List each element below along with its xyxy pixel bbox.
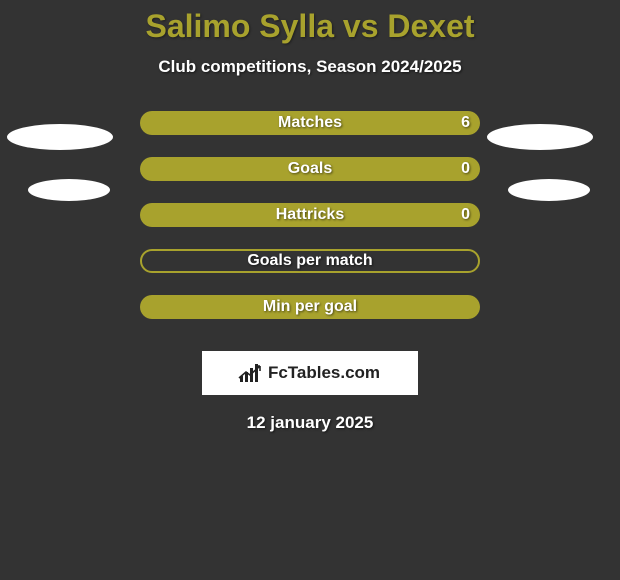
logo-box: FcTables.com bbox=[202, 351, 418, 395]
page-subtitle: Club competitions, Season 2024/2025 bbox=[0, 57, 620, 77]
snapshot-date: 12 january 2025 bbox=[0, 413, 620, 433]
stat-bars: Matches6Goals0Hattricks0Goals per matchM… bbox=[0, 111, 620, 341]
stat-row: Min per goal bbox=[0, 295, 620, 341]
comparison-infographic: Salimo Sylla vs Dexet Club competitions,… bbox=[0, 0, 620, 580]
stat-bar-track bbox=[140, 111, 480, 135]
page-title: Salimo Sylla vs Dexet bbox=[0, 0, 620, 45]
stat-row: Goals per match bbox=[0, 249, 620, 295]
stat-bar-track bbox=[140, 157, 480, 181]
fctables-chart-icon bbox=[240, 364, 262, 382]
stat-bar-track bbox=[140, 203, 480, 227]
stat-bar-track bbox=[140, 249, 480, 273]
stat-row: Hattricks0 bbox=[0, 203, 620, 249]
stat-bar-track bbox=[140, 295, 480, 319]
stat-row: Goals0 bbox=[0, 157, 620, 203]
stat-row: Matches6 bbox=[0, 111, 620, 157]
logo-text: FcTables.com bbox=[268, 363, 380, 383]
